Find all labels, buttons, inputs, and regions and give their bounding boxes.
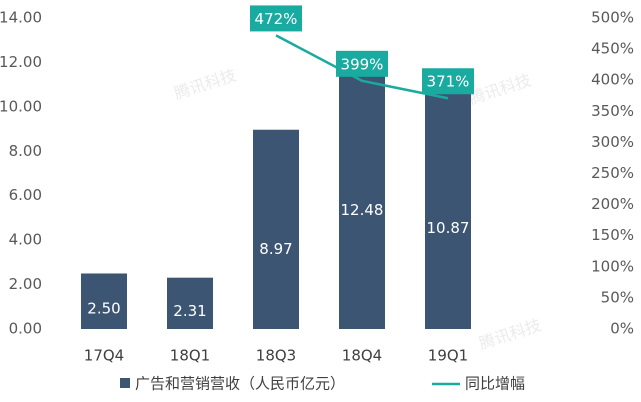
bar-value-label: 8.97: [259, 240, 292, 258]
bar-value-label: 2.50: [87, 300, 120, 318]
legend-swatch: [120, 378, 130, 388]
bar: [81, 273, 127, 329]
legend-label: 同比增幅: [465, 375, 525, 393]
x-tick-label: 18Q4: [342, 347, 382, 365]
y-tick-label: 14.00: [0, 9, 42, 27]
line: [275, 34, 449, 100]
y-tick-label: 6.00: [9, 186, 42, 204]
bar-value-label: 10.87: [427, 219, 470, 237]
y-tick-label: 8.00: [9, 142, 42, 160]
watermark: 腾讯科技: [172, 65, 239, 103]
watermark: 腾讯科技: [477, 315, 544, 353]
y-tick-label: 10.00: [0, 97, 42, 115]
value-label-box: [336, 50, 388, 77]
y2-tick-label: 50%: [601, 288, 634, 306]
bar: [253, 129, 299, 329]
bar-value-label: 12.48: [341, 201, 384, 219]
bar: [425, 87, 471, 329]
y2-tick-label: 0%: [610, 320, 634, 338]
y2-tick-label: 200%: [591, 195, 634, 213]
y-tick-label: 2.00: [9, 275, 42, 293]
y2-tick-label: 150%: [591, 226, 634, 244]
x-tick-label: 19Q1: [428, 347, 468, 365]
legend-label: 广告和营销营收（人民币亿元）: [135, 375, 345, 393]
y-tick-label: 0.00: [9, 320, 42, 338]
x-tick-label: 18Q3: [256, 347, 296, 365]
x-tick-label: 18Q1: [170, 347, 210, 365]
bar: [167, 277, 213, 329]
y-tick-label: 4.00: [9, 231, 42, 249]
y2-tick-label: 300%: [591, 133, 634, 151]
y2-tick-label: 400%: [591, 71, 634, 89]
value-label-box: [422, 68, 474, 95]
line-value-label: 472%: [255, 10, 298, 28]
line-value-label: 399%: [341, 55, 384, 73]
y-tick-label: 12.00: [0, 53, 42, 71]
watermark: 腾讯科技: [467, 70, 534, 108]
y2-tick-label: 450%: [591, 40, 634, 58]
y2-tick-label: 250%: [591, 164, 634, 182]
x-tick-label: 17Q4: [84, 347, 124, 365]
line-value-label: 371%: [427, 73, 470, 91]
bar: [339, 51, 385, 329]
y2-tick-label: 350%: [591, 102, 634, 120]
y2-tick-label: 100%: [591, 257, 634, 275]
y2-tick-label: 500%: [591, 9, 634, 27]
bar-value-label: 2.31: [173, 302, 206, 320]
value-label-box: [250, 5, 302, 32]
